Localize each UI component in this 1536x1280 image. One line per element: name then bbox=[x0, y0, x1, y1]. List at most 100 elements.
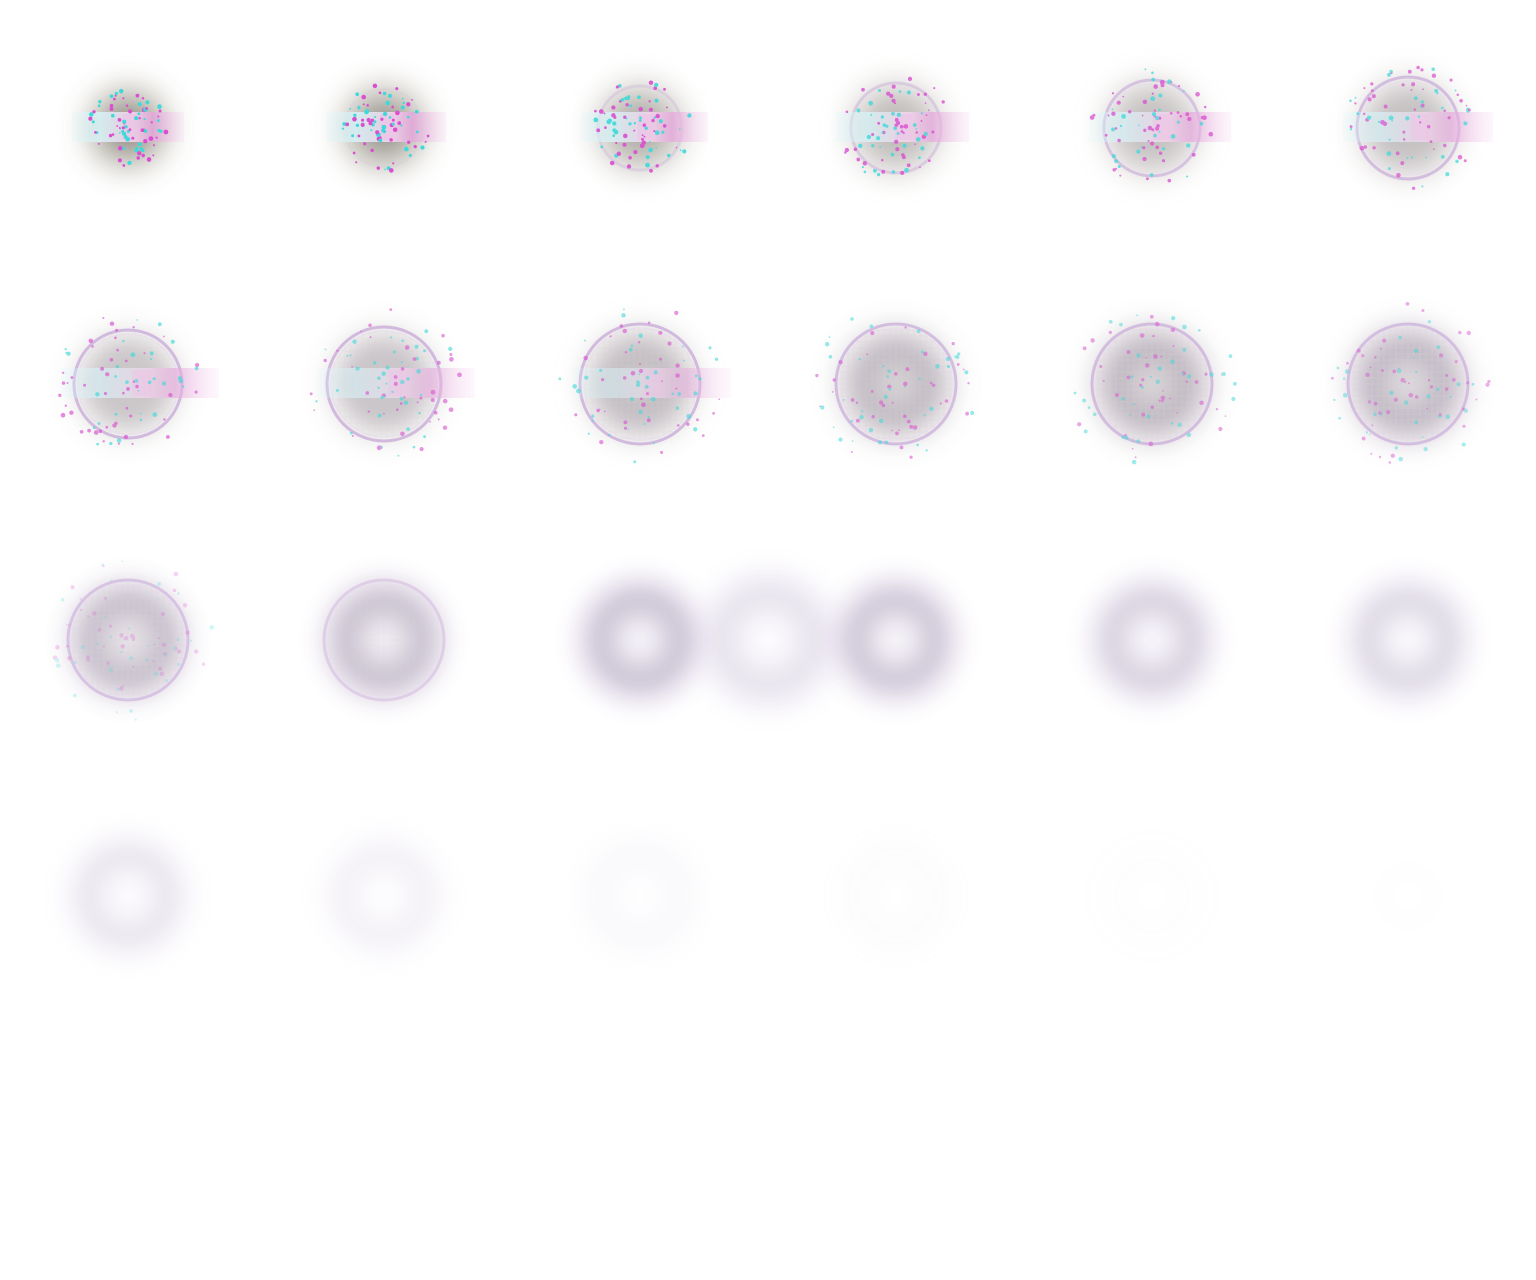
spark bbox=[114, 336, 117, 340]
spark bbox=[653, 370, 658, 375]
spark bbox=[1124, 435, 1129, 440]
spark bbox=[1426, 394, 1431, 399]
spark bbox=[1170, 327, 1176, 333]
spark bbox=[701, 434, 705, 437]
spark bbox=[591, 414, 595, 418]
spark bbox=[838, 437, 843, 442]
spark bbox=[1154, 321, 1160, 327]
spark bbox=[362, 103, 365, 106]
spark-particles bbox=[52, 560, 215, 721]
spark bbox=[363, 142, 367, 146]
spark bbox=[137, 102, 142, 107]
spark-particles bbox=[341, 83, 430, 173]
spark bbox=[587, 432, 590, 435]
spark bbox=[1440, 106, 1444, 110]
spark bbox=[161, 642, 167, 648]
portal-ring bbox=[322, 578, 446, 702]
spark bbox=[642, 123, 647, 127]
spark bbox=[157, 637, 160, 640]
spark bbox=[1463, 121, 1468, 126]
spark bbox=[853, 147, 858, 152]
spark bbox=[962, 368, 965, 371]
spark bbox=[1419, 105, 1422, 107]
spark bbox=[1475, 398, 1478, 401]
spark bbox=[1387, 72, 1391, 77]
spark bbox=[1130, 375, 1134, 379]
spark bbox=[629, 104, 633, 108]
spark bbox=[366, 117, 371, 123]
spark bbox=[633, 121, 637, 125]
spark bbox=[1131, 447, 1134, 450]
spark bbox=[1136, 149, 1141, 154]
spark bbox=[1451, 377, 1456, 382]
spark bbox=[1160, 83, 1165, 88]
spark bbox=[850, 450, 853, 453]
spark bbox=[1152, 334, 1155, 338]
spark bbox=[1186, 143, 1191, 148]
spark bbox=[108, 133, 113, 138]
spark bbox=[598, 109, 604, 114]
spark bbox=[181, 385, 185, 388]
spark bbox=[604, 126, 607, 129]
spark bbox=[893, 102, 897, 105]
spark bbox=[882, 365, 885, 368]
spark bbox=[923, 351, 928, 356]
spark bbox=[645, 375, 650, 380]
spark bbox=[411, 98, 413, 101]
spark bbox=[135, 384, 139, 389]
spark bbox=[1099, 364, 1103, 369]
energy-band bbox=[573, 368, 731, 398]
spark bbox=[194, 649, 199, 654]
spark bbox=[1439, 353, 1444, 358]
spark bbox=[1195, 92, 1200, 97]
spark bbox=[408, 153, 412, 157]
frame-canvas bbox=[72, 78, 184, 178]
spark bbox=[1390, 453, 1395, 458]
spark bbox=[86, 655, 90, 659]
spark bbox=[388, 116, 392, 119]
spark bbox=[1467, 108, 1471, 112]
spark bbox=[951, 341, 955, 346]
spark bbox=[1172, 344, 1175, 348]
effect-layer bbox=[558, 308, 731, 464]
spark bbox=[639, 397, 643, 401]
spark bbox=[404, 146, 409, 152]
spark bbox=[1131, 459, 1137, 465]
spark bbox=[638, 363, 642, 366]
spark bbox=[1170, 134, 1176, 139]
spark bbox=[65, 644, 69, 648]
spark-particles bbox=[558, 308, 721, 464]
spark bbox=[114, 412, 118, 416]
spark bbox=[900, 170, 905, 176]
spark bbox=[1117, 138, 1121, 143]
spark bbox=[628, 122, 632, 126]
spark bbox=[889, 93, 894, 99]
spark bbox=[163, 652, 167, 656]
spark bbox=[866, 353, 869, 356]
spark bbox=[370, 148, 374, 153]
spark bbox=[1151, 111, 1157, 117]
spark bbox=[600, 145, 604, 149]
spark bbox=[368, 323, 372, 327]
spark bbox=[1438, 413, 1442, 417]
spark bbox=[844, 147, 850, 153]
spark bbox=[903, 414, 907, 419]
spark bbox=[1459, 99, 1463, 103]
spark bbox=[920, 146, 925, 151]
spark bbox=[406, 377, 410, 381]
spark bbox=[145, 100, 150, 105]
spark bbox=[1372, 146, 1376, 150]
spark bbox=[132, 665, 135, 668]
spark bbox=[137, 112, 141, 116]
spark bbox=[844, 151, 847, 154]
spark bbox=[612, 128, 617, 133]
spark bbox=[1203, 105, 1207, 109]
spark bbox=[1330, 376, 1334, 380]
spark bbox=[131, 442, 134, 445]
spark bbox=[373, 361, 377, 365]
spark bbox=[55, 645, 60, 650]
spark bbox=[209, 625, 215, 630]
spark bbox=[437, 418, 440, 421]
spark bbox=[651, 118, 655, 123]
portal-glow bbox=[52, 1076, 204, 1228]
